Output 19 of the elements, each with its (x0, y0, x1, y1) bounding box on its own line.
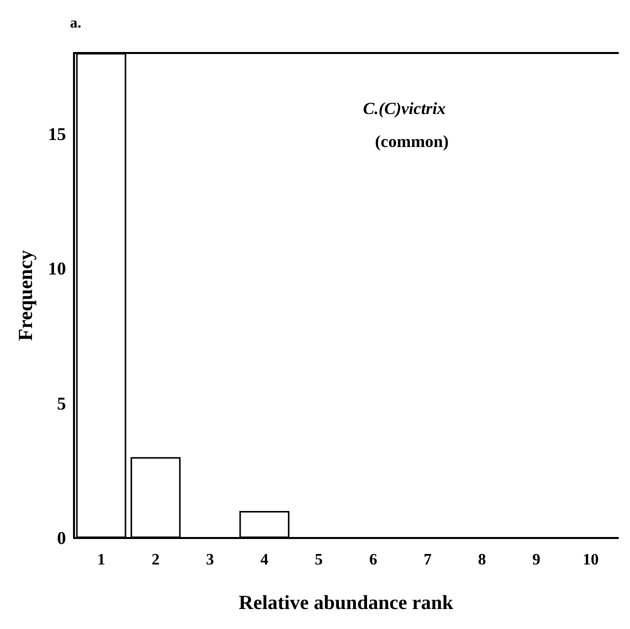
x-axis-title: Relative abundance rank (238, 592, 454, 614)
x-tick-label: 7 (424, 552, 432, 568)
x-tick-label: 2 (152, 552, 160, 568)
x-tick-label: 1 (97, 552, 106, 568)
x-tick-label: 9 (532, 552, 540, 568)
y-tick-label: 0 (57, 528, 66, 548)
x-tick-label: 5 (314, 552, 323, 568)
x-tick-label: 8 (478, 552, 486, 568)
annotation: C.(C)victrix (363, 99, 446, 118)
x-tick-label: 10 (582, 552, 599, 568)
y-tick-label: 15 (48, 124, 66, 144)
annotation: (common) (375, 132, 449, 151)
x-tick-label: 4 (260, 552, 268, 568)
y-tick-label: 5 (57, 393, 66, 414)
x-tick-label: 6 (369, 552, 378, 568)
x-tick-label: 3 (206, 552, 214, 568)
text: a. (70, 16, 82, 32)
y-axis-title: Frequency (15, 250, 37, 341)
y-tick-label: 10 (48, 258, 66, 279)
